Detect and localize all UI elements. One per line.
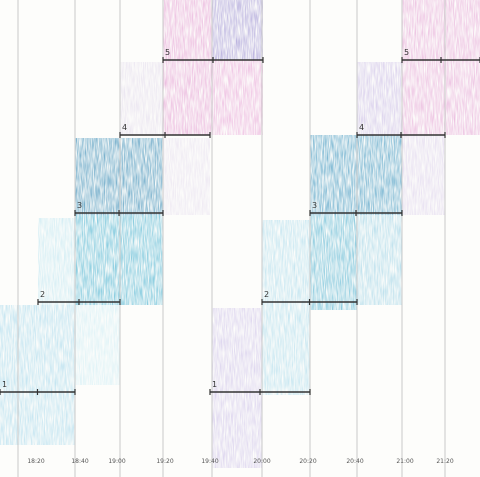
step-label: 3 <box>312 201 317 210</box>
block <box>75 215 163 305</box>
time-label: 19:20 <box>156 458 173 465</box>
block <box>163 138 210 215</box>
block <box>38 218 78 305</box>
block <box>310 135 402 215</box>
step-label: 4 <box>359 123 364 132</box>
step-label: 2 <box>264 290 269 299</box>
block <box>212 0 263 60</box>
block <box>357 215 402 305</box>
step-label: 2 <box>40 290 45 299</box>
block <box>75 138 163 215</box>
grid-lines <box>17 0 446 477</box>
time-labels: 18:20 18:40 19:00 19:20 19:40 20:00 20:20 20:40… <box>27 458 453 465</box>
step-lines: 1 2 3 4 5 1 2 3 4 5 <box>0 48 480 395</box>
step-label: 1 <box>2 380 7 389</box>
time-label: 20:00 <box>253 458 270 465</box>
block <box>310 215 357 310</box>
step-label: 5 <box>404 48 409 57</box>
time-label: 21:20 <box>436 458 453 465</box>
time-label: 19:00 <box>108 458 125 465</box>
time-label: 20:20 <box>299 458 316 465</box>
block <box>75 305 120 385</box>
block <box>402 0 480 135</box>
step-label: 5 <box>165 48 170 57</box>
block <box>212 308 262 468</box>
time-label: 19:40 <box>201 458 218 465</box>
block <box>262 220 310 395</box>
block <box>212 60 263 135</box>
block <box>163 0 212 135</box>
step-label: 4 <box>122 123 127 132</box>
block <box>120 62 163 135</box>
time-label: 18:40 <box>71 458 88 465</box>
block <box>402 135 445 215</box>
block <box>357 62 402 135</box>
time-label: 20:40 <box>346 458 363 465</box>
time-label: 21:00 <box>396 458 413 465</box>
time-label: 18:20 <box>27 458 44 465</box>
step-label: 3 <box>77 201 82 210</box>
block <box>0 305 75 445</box>
step-label: 1 <box>212 380 217 389</box>
